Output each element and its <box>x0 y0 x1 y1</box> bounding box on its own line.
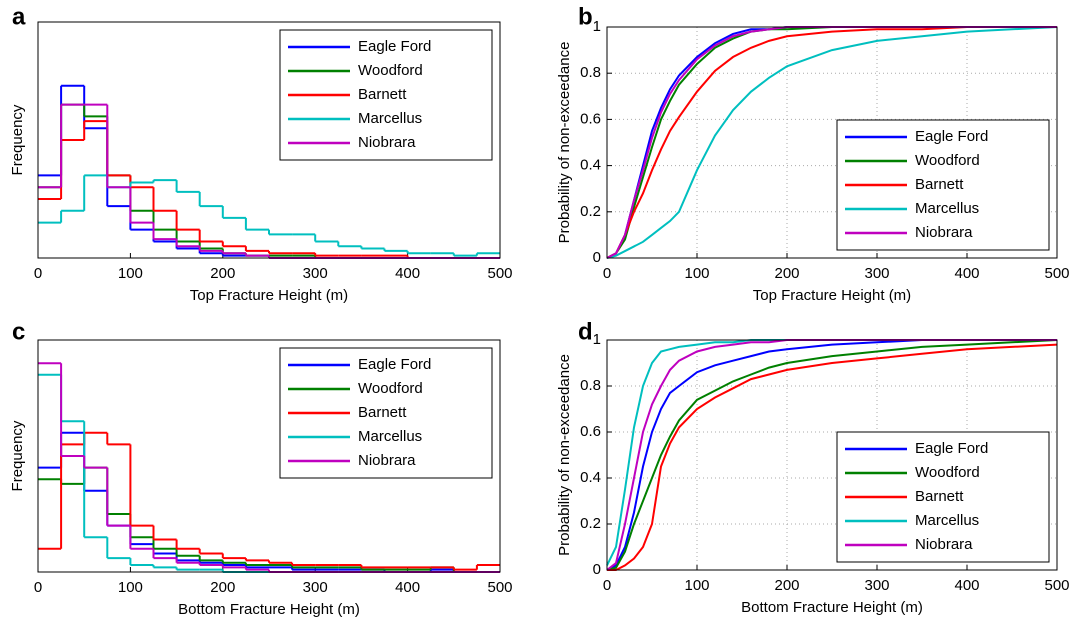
y-tick-label: 0.2 <box>580 203 601 220</box>
panel-letter: b <box>578 3 593 30</box>
legend-label: Eagle Ford <box>358 356 431 373</box>
legend-label: Marcellus <box>915 200 979 217</box>
x-tick-label: 100 <box>118 579 143 596</box>
x-tick-label: 200 <box>774 577 799 594</box>
x-tick-label: 400 <box>395 265 420 282</box>
x-tick-label: 300 <box>303 265 328 282</box>
legend-label: Woodford <box>915 464 980 481</box>
x-tick-label: 500 <box>1044 577 1069 594</box>
legend-label: Woodford <box>358 62 423 79</box>
legend-label: Barnett <box>915 176 964 193</box>
y-tick-label: 0 <box>593 561 601 578</box>
x-tick-label: 0 <box>603 265 611 282</box>
axes-box <box>37 21 501 259</box>
x-tick-label: 300 <box>303 579 328 596</box>
y-axis-label: Frequency <box>9 104 26 175</box>
cdf-line <box>606 339 1058 571</box>
x-tick-label: 400 <box>954 265 979 282</box>
legend-label: Woodford <box>915 152 980 169</box>
cdf-line <box>606 26 1057 259</box>
y-tick-label: 0.6 <box>580 110 601 127</box>
y-tick-label: 0.6 <box>580 423 601 440</box>
x-axis-label: Bottom Fracture Height (m) <box>178 601 360 618</box>
legend-label: Barnett <box>358 86 407 103</box>
y-tick-label: 0 <box>593 249 601 266</box>
x-axis-label: Bottom Fracture Height (m) <box>741 599 923 616</box>
y-axis-label: Probability of non-exceedance <box>556 354 573 556</box>
y-tick-label: 0.8 <box>580 377 601 394</box>
y-tick-label: 0.8 <box>580 64 601 81</box>
x-tick-label: 200 <box>210 265 235 282</box>
x-tick-label: 500 <box>487 265 512 282</box>
plot-area <box>38 84 500 259</box>
x-tick-label: 500 <box>487 579 512 596</box>
x-tick-label: 0 <box>603 577 611 594</box>
y-tick-label: 0.4 <box>580 157 601 174</box>
x-tick-label: 0 <box>34 579 42 596</box>
legend-label: Niobrara <box>358 134 416 151</box>
panel-letter: d <box>578 318 593 345</box>
y-tick-label: 0.4 <box>580 469 601 486</box>
x-tick-label: 100 <box>118 265 143 282</box>
legend-label: Niobrara <box>358 452 416 469</box>
legend-label: Niobrara <box>915 224 973 241</box>
x-axis-label: Top Fracture Height (m) <box>753 287 911 304</box>
x-axis-label: Top Fracture Height (m) <box>190 287 348 304</box>
y-tick-label: 1 <box>593 18 601 35</box>
legend-label: Marcellus <box>915 512 979 529</box>
y-tick-label: 0.2 <box>580 515 601 532</box>
cdf-line <box>607 343 1058 571</box>
axes-box <box>37 339 501 573</box>
legend-label: Niobrara <box>915 536 973 553</box>
legend-label: Marcellus <box>358 110 422 127</box>
x-tick-label: 300 <box>864 577 889 594</box>
x-tick-label: 100 <box>684 265 709 282</box>
panel-letter: a <box>12 3 26 30</box>
panel-letter: c <box>12 318 25 345</box>
legend-label: Eagle Ford <box>915 128 988 145</box>
cdf-line <box>606 26 1058 259</box>
x-tick-label: 400 <box>954 577 979 594</box>
legend-label: Woodford <box>358 380 423 397</box>
plot-area <box>606 339 1058 571</box>
axes-box <box>606 26 1058 259</box>
x-tick-label: 500 <box>1044 265 1069 282</box>
legend-label: Eagle Ford <box>915 440 988 457</box>
legend-label: Eagle Ford <box>358 38 431 55</box>
axes-box <box>606 339 1058 571</box>
x-tick-label: 100 <box>684 577 709 594</box>
legend-label: Marcellus <box>358 428 422 445</box>
y-axis-label: Frequency <box>9 420 26 491</box>
x-tick-label: 200 <box>210 579 235 596</box>
y-tick-label: 1 <box>593 331 601 348</box>
legend-label: Barnett <box>915 488 964 505</box>
x-tick-label: 300 <box>864 265 889 282</box>
legend-label: Barnett <box>358 404 407 421</box>
y-axis-label: Probability of non-exceedance <box>556 42 573 244</box>
x-tick-label: 200 <box>774 265 799 282</box>
x-tick-label: 400 <box>395 579 420 596</box>
x-tick-label: 0 <box>34 265 42 282</box>
